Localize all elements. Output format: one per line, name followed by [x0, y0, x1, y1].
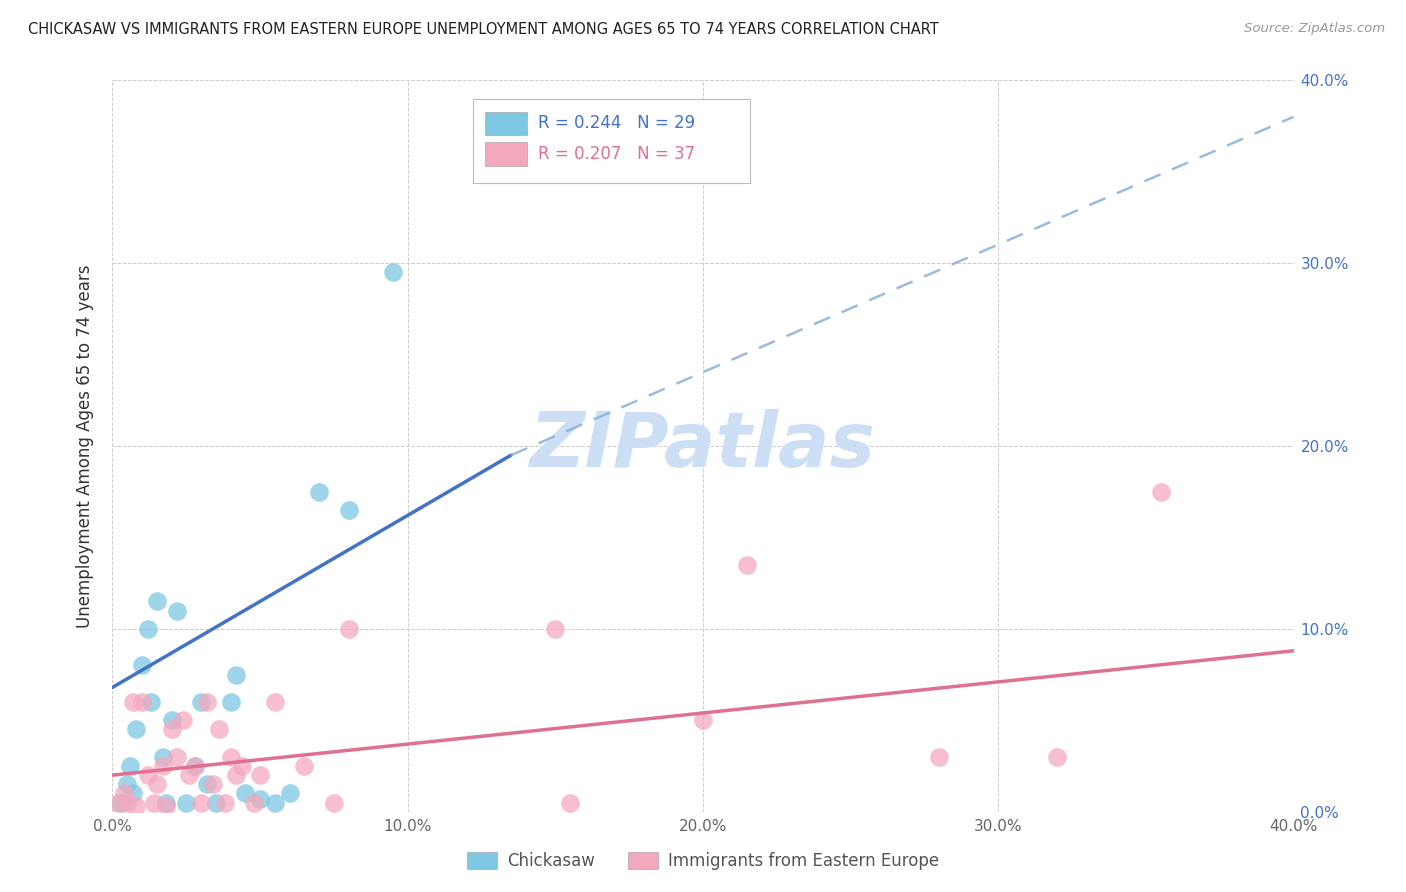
Point: [201, 777, 224, 791]
Point: [214, 796, 236, 810]
FancyBboxPatch shape: [485, 143, 527, 166]
Point: [120, 759, 142, 773]
Point: [131, 658, 153, 673]
Point: [308, 484, 330, 499]
Text: Source: ZipAtlas.com: Source: ZipAtlas.com: [1244, 22, 1385, 36]
Point: [225, 667, 247, 681]
Point: [509, 110, 531, 124]
Text: R = 0.244   N = 29: R = 0.244 N = 29: [537, 114, 695, 132]
Point: [928, 749, 950, 764]
Point: [152, 749, 174, 764]
Point: [264, 796, 287, 810]
Point: [152, 759, 174, 773]
FancyBboxPatch shape: [472, 99, 751, 183]
Point: [179, 768, 201, 782]
Point: [233, 787, 256, 801]
Point: [278, 787, 301, 801]
Point: [558, 796, 582, 810]
Point: [337, 622, 360, 636]
Point: [136, 768, 159, 782]
Point: [195, 777, 218, 791]
Text: CHICKASAW VS IMMIGRANTS FROM EASTERN EUROPE UNEMPLOYMENT AMONG AGES 65 TO 74 YEA: CHICKASAW VS IMMIGRANTS FROM EASTERN EUR…: [28, 22, 939, 37]
Point: [219, 695, 242, 709]
Point: [166, 749, 188, 764]
Point: [208, 723, 231, 737]
Point: [184, 759, 207, 773]
Point: [117, 777, 138, 791]
Point: [1150, 484, 1173, 499]
Point: [382, 265, 405, 279]
Point: [136, 622, 159, 636]
Point: [155, 796, 177, 810]
Point: [110, 796, 132, 810]
Point: [146, 777, 169, 791]
Point: [190, 796, 212, 810]
Point: [160, 714, 183, 728]
Point: [485, 137, 508, 152]
Point: [117, 796, 138, 810]
Text: R = 0.207   N = 37: R = 0.207 N = 37: [537, 145, 695, 163]
Point: [323, 796, 346, 810]
Point: [337, 503, 360, 517]
Point: [122, 787, 145, 801]
Point: [160, 723, 183, 737]
Point: [155, 799, 177, 814]
Text: ZIPatlas: ZIPatlas: [530, 409, 876, 483]
Point: [544, 622, 567, 636]
Point: [166, 603, 188, 617]
Point: [692, 714, 714, 728]
Point: [172, 714, 194, 728]
FancyBboxPatch shape: [485, 112, 527, 136]
Point: [243, 796, 266, 810]
Point: [225, 768, 247, 782]
Y-axis label: Unemployment Among Ages 65 to 74 years: Unemployment Among Ages 65 to 74 years: [76, 264, 94, 628]
Point: [139, 695, 162, 709]
Point: [125, 723, 148, 737]
Point: [737, 558, 759, 572]
Point: [292, 759, 315, 773]
Point: [122, 695, 145, 709]
Point: [1046, 749, 1069, 764]
Legend: Chickasaw, Immigrants from Eastern Europe: Chickasaw, Immigrants from Eastern Europ…: [460, 845, 946, 877]
Point: [142, 796, 165, 810]
Point: [249, 768, 271, 782]
Point: [264, 695, 287, 709]
Point: [249, 792, 271, 806]
Point: [146, 594, 169, 608]
Point: [195, 695, 218, 709]
Point: [184, 759, 207, 773]
Point: [231, 759, 253, 773]
Point: [131, 695, 153, 709]
Point: [174, 796, 197, 810]
Point: [205, 796, 228, 810]
Point: [107, 796, 129, 810]
Point: [219, 749, 242, 764]
Point: [125, 799, 148, 814]
Point: [190, 695, 212, 709]
Point: [112, 787, 135, 801]
